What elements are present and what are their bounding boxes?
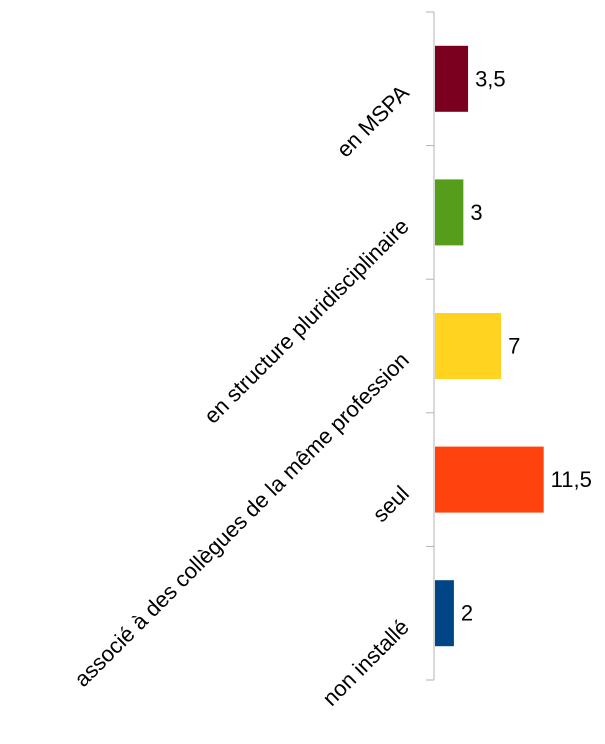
category-label: en MSPA (332, 80, 414, 162)
bar (435, 446, 544, 513)
bar (435, 179, 464, 246)
data-label: 3 (470, 200, 482, 225)
bars-group (435, 45, 544, 647)
bar (435, 45, 469, 112)
bar (435, 580, 454, 647)
category-label: seul (368, 481, 414, 527)
data-labels-group: 3,5 3 7 11,5 2 (461, 66, 592, 625)
bar (435, 313, 502, 379)
category-axis (426, 11, 435, 681)
data-label: 7 (508, 334, 520, 359)
data-label: 11,5 (551, 467, 592, 492)
data-label: 3,5 (475, 66, 506, 91)
data-label: 2 (461, 601, 473, 626)
category-label: non installé (317, 614, 413, 710)
